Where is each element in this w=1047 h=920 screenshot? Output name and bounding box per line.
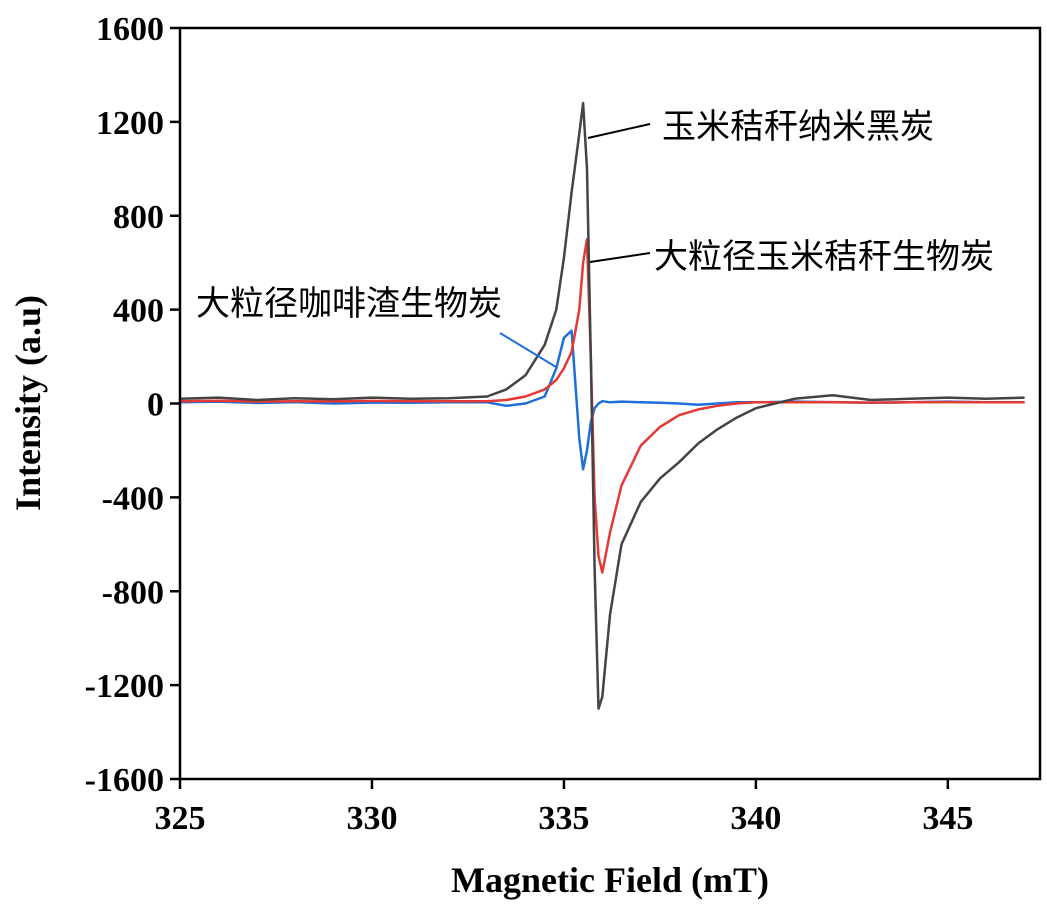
y-tick-label: -1200 (85, 668, 164, 705)
series-line (179, 101, 1025, 710)
x-axis-title: Magnetic Field (mT) (451, 860, 769, 900)
x-tick-label: 325 (155, 800, 206, 837)
annotation: 大粒径玉米秸秆生物炭 (654, 237, 994, 277)
y-tick-label: 1600 (96, 11, 164, 48)
x-tick-label: 330 (346, 800, 397, 837)
y-tick-label: -1600 (85, 762, 164, 799)
annotation: 大粒径咖啡渣生物炭 (196, 284, 502, 324)
annotation-arrow (499, 332, 557, 368)
y-tick-label: 0 (147, 387, 164, 424)
x-tick-label: 340 (730, 800, 781, 837)
y-axis-title: Intensity (a.u) (8, 295, 48, 511)
annotation-arrow (587, 123, 651, 139)
annotation: 玉米秸秆纳米黑炭 (662, 107, 934, 147)
x-tick-label: 335 (538, 800, 589, 837)
annotation-arrow (589, 252, 651, 263)
y-tick-label: 800 (113, 199, 164, 236)
x-tick-label: 345 (922, 800, 973, 837)
y-tick-label: -400 (102, 480, 164, 517)
y-tick-label: 400 (113, 293, 164, 330)
y-tick-label: 1200 (96, 105, 164, 142)
y-tick-label: -800 (102, 574, 164, 611)
